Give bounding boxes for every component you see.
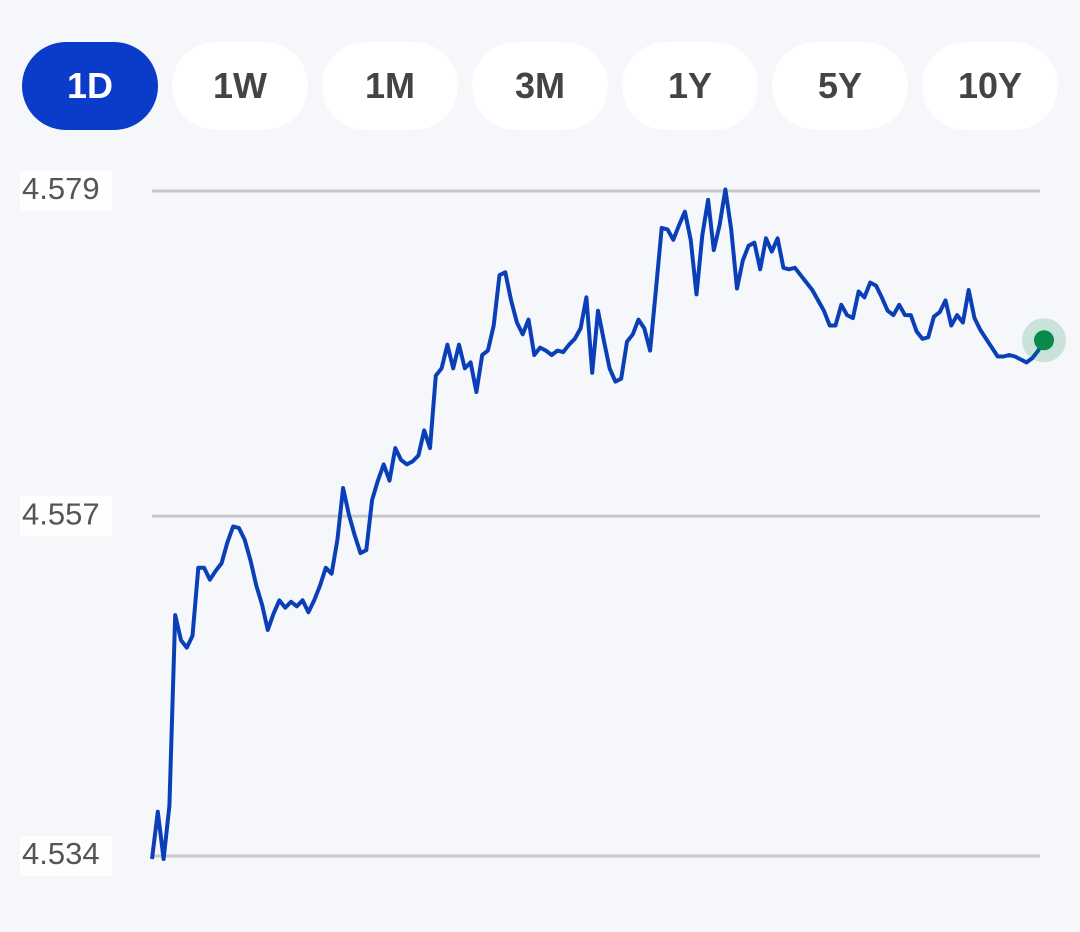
end-marker <box>1034 330 1054 351</box>
y-tick-label: 4.557 <box>22 496 100 531</box>
y-tick-label: 4.534 <box>22 836 100 871</box>
range-tabs: 1D 1W 1M 3M 1Y 5Y 10Y <box>22 42 1058 130</box>
price-line <box>150 187 1046 861</box>
range-tab[interactable]: 1W <box>172 42 308 130</box>
range-tab[interactable]: 5Y <box>772 42 908 130</box>
range-tab[interactable]: 1M <box>322 42 458 130</box>
range-tab[interactable]: 1D <box>22 42 158 130</box>
tick-label-bg <box>20 171 112 211</box>
y-tick-label: 4.579 <box>22 171 100 206</box>
tick-label-bg <box>20 836 112 876</box>
range-tab[interactable]: 10Y <box>922 42 1058 130</box>
tick-label-bg <box>20 496 112 537</box>
range-tab[interactable]: 1Y <box>622 42 758 130</box>
range-tab[interactable]: 3M <box>472 42 608 130</box>
